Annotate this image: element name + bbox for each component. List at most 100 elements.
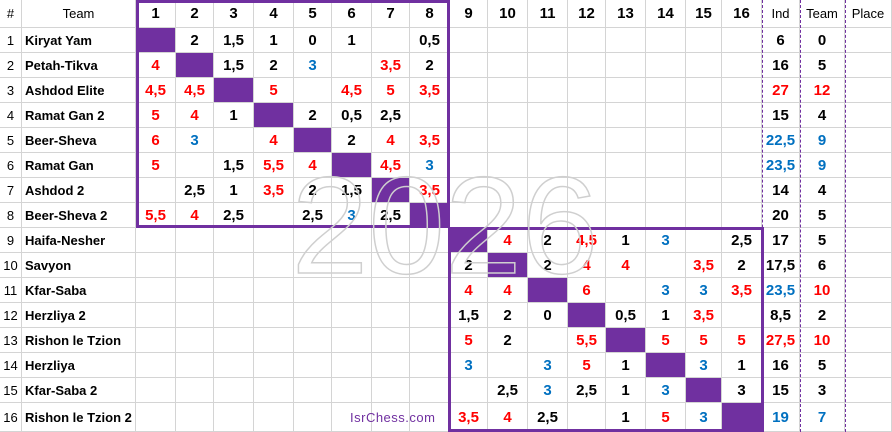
score-cell [722,78,762,103]
row-number: 15 [0,378,22,403]
header-round-15: 15 [686,0,722,28]
score-cell [450,153,488,178]
team-total: 5 [800,228,845,253]
score-cell [488,353,528,378]
place-cell [845,403,892,432]
score-cell: 2 [294,103,332,128]
row-number: 13 [0,328,22,353]
score-cell: 4,5 [176,78,214,103]
score-cell [450,378,488,403]
score-cell [646,78,686,103]
score-cell: 5 [686,328,722,353]
score-cell: 4 [176,203,214,228]
score-cell: 4 [488,228,528,253]
ind-total: 16 [762,353,800,378]
score-cell: 5 [254,78,294,103]
place-cell [845,278,892,303]
score-cell [214,403,254,432]
score-cell [372,28,410,53]
header-round-16: 16 [722,0,762,28]
score-cell [606,153,646,178]
header-round-14: 14 [646,0,686,28]
score-cell [568,28,606,53]
place-cell [845,78,892,103]
score-cell: 3,5 [410,128,450,153]
score-cell [136,228,176,253]
row-number: 9 [0,228,22,253]
score-cell: 3 [294,53,332,78]
row-number: 1 [0,28,22,53]
score-cell [136,378,176,403]
diagonal-cell [136,28,176,53]
team-total: 5 [800,203,845,228]
score-cell [176,253,214,278]
score-cell: 4,5 [136,78,176,103]
score-cell: 3 [646,378,686,403]
score-cell [410,378,450,403]
score-cell: 3 [332,203,372,228]
row-number: 12 [0,303,22,328]
score-cell: 4 [488,403,528,432]
score-cell [488,153,528,178]
row-number: 16 [0,403,22,432]
score-cell [372,353,410,378]
score-cell [332,253,372,278]
score-cell: 3,5 [410,178,450,203]
score-cell [568,53,606,78]
header-hash: # [0,0,22,28]
score-cell: 4 [372,128,410,153]
score-cell: 2 [176,28,214,53]
score-cell [254,228,294,253]
header-round-5: 5 [294,0,332,28]
score-cell: 3,5 [722,278,762,303]
ind-total: 14 [762,178,800,203]
diagonal-cell [568,303,606,328]
score-cell: 5 [568,353,606,378]
score-cell: 0,5 [332,103,372,128]
team-name: Rishon le Tzion 2 [22,403,136,432]
ind-total: 6 [762,28,800,53]
score-cell [568,403,606,432]
score-cell: 5 [722,328,762,353]
score-cell [332,378,372,403]
score-cell [294,378,332,403]
score-cell [294,278,332,303]
score-cell: 6 [568,278,606,303]
score-cell [176,303,214,328]
team-total: 2 [800,303,845,328]
ind-total: 20 [762,203,800,228]
diagonal-cell [332,153,372,178]
score-cell [254,378,294,403]
row-number: 6 [0,153,22,178]
place-cell [845,128,892,153]
score-cell: 1,5 [214,153,254,178]
score-cell [646,103,686,128]
score-cell: 5 [450,328,488,353]
row-number: 4 [0,103,22,128]
score-cell: 2,5 [372,103,410,128]
score-cell [372,378,410,403]
site-credit: IsrChess.com [350,410,436,425]
score-cell: 4,5 [568,228,606,253]
score-cell: 3 [686,278,722,303]
score-cell [136,403,176,432]
score-cell [450,103,488,128]
score-cell [136,328,176,353]
place-cell [845,153,892,178]
team-name: Kfar-Saba [22,278,136,303]
score-cell: 3 [646,228,686,253]
score-cell [450,53,488,78]
score-cell [686,103,722,128]
place-cell [845,53,892,78]
score-cell [294,403,332,432]
ind-total: 15 [762,378,800,403]
score-cell [410,303,450,328]
score-cell: 3,5 [254,178,294,203]
score-cell [686,78,722,103]
score-cell [528,53,568,78]
score-cell [410,103,450,128]
place-cell [845,103,892,128]
score-cell: 3,5 [410,78,450,103]
score-cell: 2,5 [176,178,214,203]
